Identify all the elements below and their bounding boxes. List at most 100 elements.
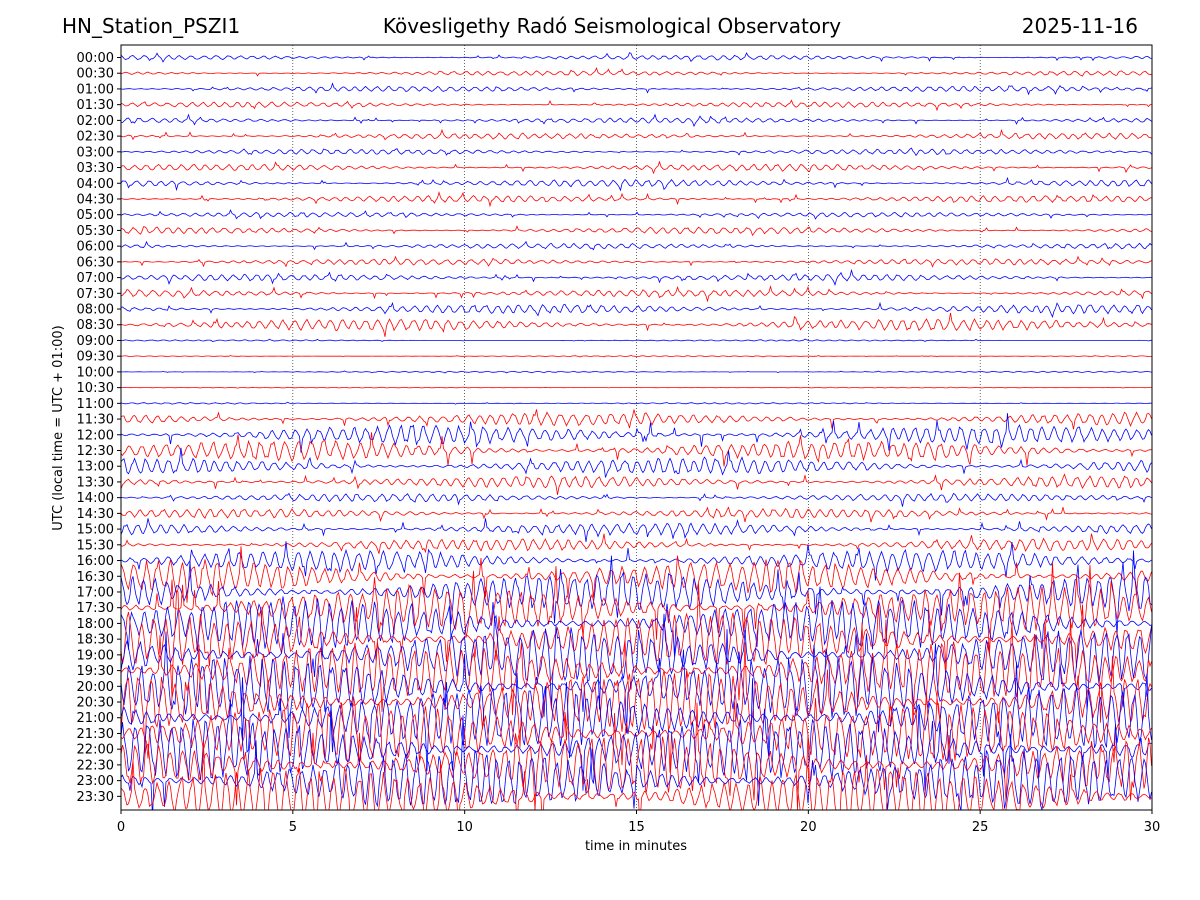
y-tick-label: 01:00 [77,82,114,97]
trace-1430 [121,506,1152,523]
trace-1930 [121,619,1152,726]
y-tick-label: 15:30 [77,538,114,553]
y-tick-label: 21:00 [77,711,114,726]
trace-1130 [121,409,1152,430]
trace-0730 [121,285,1152,303]
trace-0600 [121,240,1152,251]
trace-1330 [121,473,1152,495]
record-date: 2025-11-16 [1021,14,1138,38]
trace-0430 [121,190,1152,208]
trace-1800 [121,586,1152,660]
y-tick-label: 03:30 [77,161,114,176]
trace-2100 [121,662,1152,771]
trace-1830 [121,583,1152,698]
y-tick-label: 05:30 [77,224,114,239]
x-tick-label: 20 [800,820,817,835]
trace-0800 [121,301,1152,318]
y-tick-label: 14:30 [77,507,114,522]
y-tick-label: 05:00 [77,208,114,223]
observatory-title: Kövesligethy Radó Seismological Observat… [382,14,842,38]
trace-0900 [121,338,1152,342]
trace-1300 [121,447,1152,478]
trace-0230 [121,128,1152,141]
trace-0330 [121,160,1152,175]
trace-0700 [121,268,1152,287]
y-tick-label: 02:00 [77,114,114,129]
y-tick-label: 18:30 [77,633,114,648]
y-axis-ticks: 00:0000:3001:0001:3002:0002:3003:0003:30… [77,51,121,805]
grid-lines [292,45,981,810]
y-tick-label: 12:00 [77,428,114,443]
trace-1630 [121,546,1152,603]
station-name: HN_Station_PSZI1 [62,14,241,38]
y-tick-label: 06:00 [77,240,114,255]
y-tick-label: 16:00 [77,554,114,569]
x-tick-label: 10 [456,820,473,835]
y-tick-label: 00:00 [77,51,114,66]
trace-1730 [121,562,1152,656]
trace-0400 [121,176,1152,192]
trace-2030 [121,642,1152,754]
trace-0300 [121,147,1152,157]
y-tick-label: 20:30 [77,696,114,711]
y-tick-label: 10:00 [77,365,114,380]
y-tick-label: 04:00 [77,177,114,192]
trace-1030 [121,386,1152,389]
trace-1530 [121,533,1152,554]
trace-1400 [121,492,1152,507]
trace-0530 [121,225,1152,237]
trace-0130 [121,99,1152,112]
y-tick-label: 01:30 [77,98,114,113]
y-tick-label: 08:30 [77,318,114,333]
y-tick-label: 13:00 [77,460,114,475]
y-tick-label: 12:30 [77,444,114,459]
y-tick-label: 23:30 [77,790,114,805]
y-tick-label: 13:30 [77,475,114,490]
trace-2330 [121,734,1152,810]
trace-0100 [121,82,1152,96]
trace-1500 [121,518,1152,543]
trace-1230 [121,432,1152,467]
y-tick-label: 18:00 [77,617,114,632]
y-tick-label: 17:30 [77,601,114,616]
trace-0030 [121,67,1152,77]
trace-1200 [121,413,1152,453]
y-tick-label: 03:00 [77,145,114,160]
y-tick-label: 20:00 [77,680,114,695]
y-tick-label: 07:00 [77,271,114,286]
trace-0630 [121,255,1152,268]
y-tick-label: 23:00 [77,774,114,789]
trace-2000 [121,629,1152,740]
y-tick-label: 22:30 [77,758,114,773]
y-axis-label: UTC (local time = UTC + 01:00) [51,325,66,530]
y-tick-label: 02:30 [77,130,114,145]
y-tick-label: 11:00 [77,397,114,412]
y-tick-label: 09:30 [77,350,114,365]
x-axis-ticks: 0 5 10 15 20 25 30 [117,810,1160,835]
y-tick-label: 21:30 [77,727,114,742]
trace-0500 [121,209,1152,220]
y-tick-label: 22:00 [77,743,114,758]
x-tick-label: 25 [972,820,989,835]
y-tick-label: 08:00 [77,303,114,318]
y-tick-label: 06:30 [77,255,114,270]
seismic-traces [121,52,1152,810]
y-tick-label: 14:00 [77,491,114,506]
y-tick-label: 04:30 [77,192,114,207]
trace-0000 [121,52,1152,63]
trace-0830 [121,312,1152,337]
trace-2200 [121,678,1152,806]
y-tick-label: 11:30 [77,413,114,428]
x-tick-label: 5 [289,820,297,835]
trace-1700 [121,550,1152,636]
trace-1600 [121,541,1152,581]
x-tick-label: 15 [628,820,645,835]
y-tick-label: 16:30 [77,570,114,585]
trace-1100 [121,401,1152,405]
x-tick-label: 30 [1144,820,1161,835]
y-tick-label: 09:00 [77,334,114,349]
x-tick-label: 0 [117,820,125,835]
y-tick-label: 07:30 [77,287,114,302]
x-axis-label: time in minutes [585,839,687,854]
